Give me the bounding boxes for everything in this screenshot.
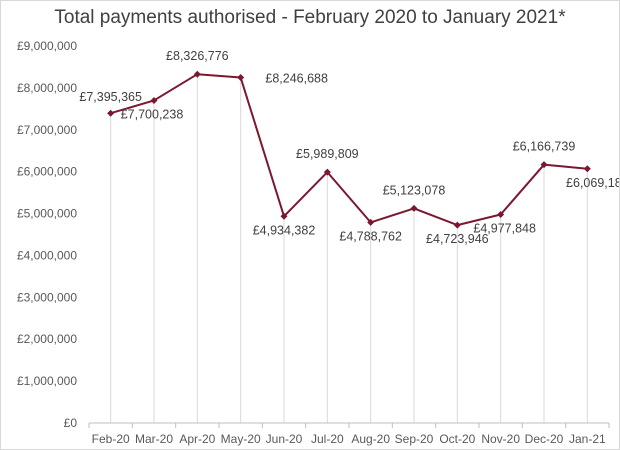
data-point [540, 161, 548, 169]
data-label: £4,788,762 [339, 229, 402, 243]
x-tick-label: Apr-20 [179, 432, 215, 446]
y-tick-label: £6,000,000 [17, 165, 77, 179]
x-tick-label: Jun-20 [266, 432, 303, 446]
data-point [453, 221, 461, 229]
y-tick-label: £8,000,000 [17, 81, 77, 95]
data-label: £8,246,688 [265, 72, 328, 86]
data-point [583, 165, 591, 173]
chart-title: Total payments authorised - February 202… [54, 7, 566, 28]
x-tick-label: Aug-20 [351, 432, 390, 446]
y-tick-label: £2,000,000 [17, 332, 77, 346]
data-label: £5,989,809 [296, 147, 359, 161]
x-tick-label: Feb-20 [92, 432, 130, 446]
data-point [107, 109, 115, 117]
x-tick-label: Nov-20 [481, 432, 520, 446]
y-tick-label: £4,000,000 [17, 248, 77, 262]
data-label: £7,395,365 [79, 90, 142, 104]
data-label: £6,069,183 [566, 176, 619, 190]
y-tick-label: £5,000,000 [17, 207, 77, 221]
data-point [237, 74, 245, 82]
series-line [110, 73, 588, 227]
data-point [280, 212, 288, 220]
x-tick-label: Oct-20 [439, 432, 475, 446]
data-point [410, 204, 418, 212]
y-tick-label: £0 [64, 416, 78, 430]
data-label: £5,123,078 [383, 183, 446, 197]
x-tick-label: May-20 [221, 432, 261, 446]
data-label: £4,934,382 [253, 223, 316, 237]
x-tick-label: Jul-20 [311, 432, 344, 446]
x-tick-label: Dec-20 [525, 432, 564, 446]
data-point [497, 210, 505, 218]
data-label: £4,723,946 [426, 232, 489, 246]
y-tick-label: £7,000,000 [17, 123, 77, 137]
x-tick-label: Jan-21 [569, 432, 606, 446]
data-label: £4,977,848 [473, 221, 536, 235]
data-label: £7,700,238 [121, 107, 184, 121]
x-tick-label: Mar-20 [135, 432, 173, 446]
x-tick-label: Sep-20 [395, 432, 434, 446]
data-point [193, 70, 201, 78]
data-point [150, 96, 158, 104]
y-tick-label: £3,000,000 [17, 290, 77, 304]
y-tick-label: £9,000,000 [17, 39, 77, 53]
y-tick-label: £1,000,000 [17, 374, 77, 388]
data-point [323, 168, 331, 176]
data-point [367, 218, 375, 226]
data-label: £8,326,776 [166, 49, 229, 63]
data-label: £6,166,739 [513, 140, 576, 154]
